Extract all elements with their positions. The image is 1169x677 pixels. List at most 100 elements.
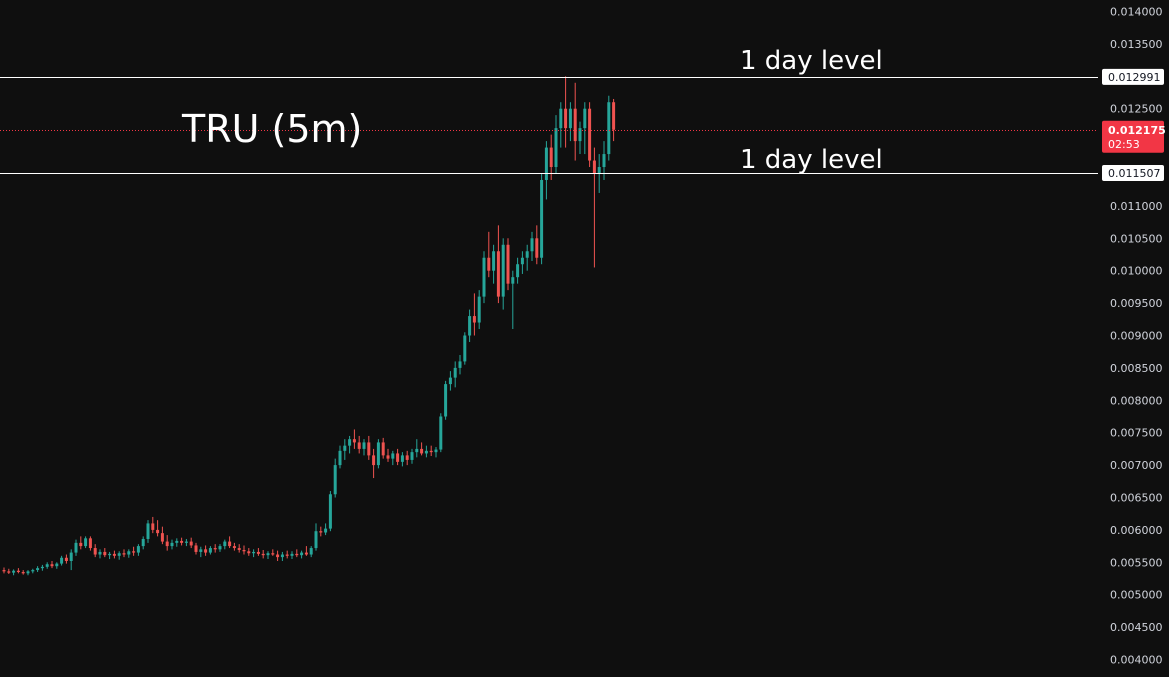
- candle-body: [535, 238, 539, 258]
- level-annotation: 1 day level: [740, 145, 883, 175]
- candle-body: [559, 108, 563, 129]
- y-tick-label: 0.009500: [1110, 297, 1163, 310]
- candle-body: [300, 552, 304, 556]
- level-price-tag: [1102, 68, 1164, 85]
- y-tick-label: 0.009000: [1110, 330, 1163, 343]
- last-price-tag: [1102, 120, 1164, 153]
- candle-body: [242, 549, 246, 552]
- candle-body: [525, 251, 529, 258]
- candle-body: [434, 449, 438, 453]
- y-tick-label: 0.004000: [1110, 654, 1163, 667]
- candle-body: [45, 564, 49, 567]
- candle-body: [127, 551, 131, 555]
- candle-body: [540, 179, 544, 258]
- candle-body: [16, 570, 20, 573]
- candle-body: [12, 570, 16, 573]
- candle-body: [55, 563, 59, 567]
- candle-body: [256, 551, 260, 554]
- candle-body: [151, 523, 155, 530]
- candle-body: [357, 442, 361, 449]
- candle-body: [482, 257, 486, 297]
- candle-body: [194, 545, 198, 552]
- candle-body: [74, 542, 78, 553]
- candle-body: [583, 108, 587, 129]
- price-axis[interactable]: 0.004000 0.004500 0.005000 0.005500 0.006000…: [1102, 6, 1166, 667]
- candle-body: [36, 568, 40, 571]
- candle-body: [396, 453, 400, 462]
- candle-body: [218, 546, 222, 550]
- candle-body: [184, 541, 188, 543]
- candle-body: [544, 147, 548, 180]
- candle-body: [290, 553, 294, 556]
- candle-body: [520, 257, 524, 265]
- candle-body: [232, 546, 236, 549]
- bar-countdown-label: 02:53: [1108, 138, 1140, 151]
- candle-body: [568, 108, 572, 129]
- candle-body: [511, 277, 515, 284]
- candle-body: [477, 296, 481, 323]
- candle-body: [160, 533, 164, 542]
- candle-body: [199, 549, 203, 552]
- candle-body: [88, 538, 92, 549]
- candle-body: [372, 455, 376, 466]
- candle-body: [319, 531, 323, 533]
- candle-body: [103, 551, 107, 556]
- candle-body: [108, 553, 112, 556]
- candle-body: [391, 453, 395, 459]
- candle-body: [309, 548, 313, 555]
- candle-body: [228, 541, 232, 547]
- candle-body: [348, 439, 352, 446]
- candle-body: [420, 448, 424, 454]
- candle-body: [170, 542, 174, 547]
- candle-body: [175, 540, 179, 543]
- candle-body: [165, 541, 169, 547]
- candle-body: [453, 367, 457, 378]
- candle-body: [252, 551, 256, 554]
- last-price-label: 0.012175: [1108, 124, 1166, 137]
- candle-body: [156, 529, 160, 534]
- candle-body: [314, 531, 318, 549]
- candle-body: [146, 523, 150, 539]
- candle-body: [223, 541, 227, 547]
- candle-body: [26, 571, 30, 574]
- y-tick-label: 0.008500: [1110, 362, 1163, 375]
- candle-body: [564, 108, 568, 129]
- y-tick-label: 0.006500: [1110, 492, 1163, 505]
- candle-body: [98, 551, 102, 555]
- candle-body: [386, 455, 390, 459]
- level-price-tag-label: 0.011507: [1108, 167, 1161, 180]
- candle-body: [578, 128, 582, 142]
- candle-body: [280, 554, 284, 558]
- candle-body: [189, 541, 193, 546]
- level-annotation: 1 day level: [740, 46, 883, 76]
- y-tick-label: 0.010000: [1110, 265, 1163, 278]
- candle-body: [79, 542, 83, 547]
- candle-body: [463, 335, 467, 362]
- candle-body: [69, 552, 73, 562]
- candle-body: [492, 251, 496, 271]
- candle-body: [136, 546, 140, 553]
- candle-body: [362, 442, 366, 449]
- candle-body: [468, 316, 472, 336]
- candle-body: [328, 494, 332, 529]
- candle-body: [276, 554, 280, 558]
- candle-body: [60, 557, 64, 564]
- candle-body: [487, 257, 491, 271]
- candle-body: [415, 448, 419, 453]
- candle-body: [573, 108, 577, 142]
- candle-body: [213, 548, 217, 550]
- candle-body: [295, 553, 299, 556]
- candle-body: [405, 455, 409, 460]
- candle-body: [64, 557, 68, 562]
- level-price-tag-label: 0.012991: [1108, 71, 1161, 84]
- candle-body: [516, 264, 520, 278]
- candle-body: [496, 251, 500, 297]
- level-price-tag: [1102, 165, 1164, 182]
- candle-body: [141, 538, 145, 547]
- y-tick-label: 0.007000: [1110, 459, 1163, 472]
- candle-body: [40, 566, 44, 569]
- candle-body: [84, 538, 88, 547]
- candle-body: [132, 551, 136, 553]
